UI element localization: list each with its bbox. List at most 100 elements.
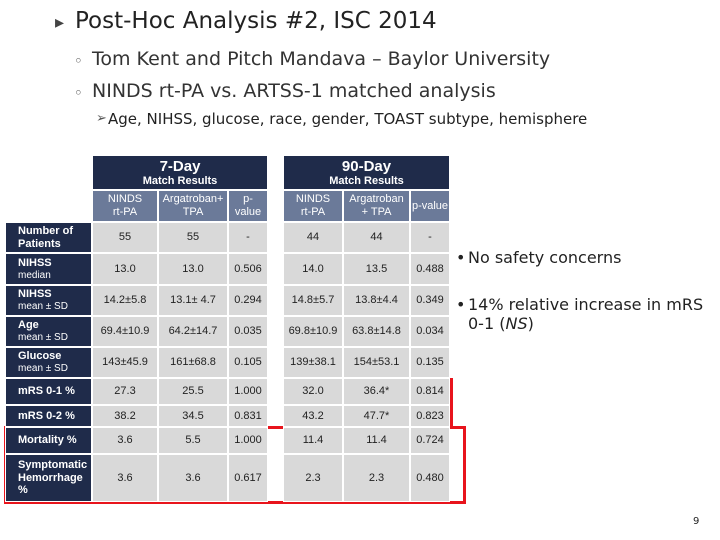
column-header-line: + TPA	[361, 206, 392, 218]
table-cell: 139±38.1	[283, 347, 343, 378]
table-cell: 0.034	[410, 316, 450, 347]
row-label-text: Number of Patients	[18, 224, 73, 250]
row-label: NIHSS mean ± SD	[5, 285, 92, 316]
table-cell: 44	[283, 222, 343, 253]
row-label-text: mRS 0-2 %	[18, 409, 75, 422]
column-header-line: p-value	[411, 199, 449, 212]
bullet-icon: ◦	[74, 84, 83, 102]
row-label: Symptomatic Hemorrhage %	[5, 454, 92, 502]
group-header: 7-Day Match Results	[92, 155, 268, 190]
row-label-text: mRS 0-1 %	[18, 385, 75, 398]
group-subtitle: Match Results	[329, 174, 404, 187]
table-cell: 0.294	[228, 285, 268, 316]
note-text: 14% relative increase in mRS 0-1 (	[468, 295, 704, 333]
table-cell: 161±68.8	[158, 347, 228, 378]
table-cell: 13.5	[343, 253, 410, 285]
row-label: mRS 0-2 %	[5, 405, 92, 427]
table-cell: 5.5	[158, 427, 228, 454]
row-label: mRS 0-1 %	[5, 378, 92, 405]
column-header: NINDS rt-PA	[92, 190, 158, 222]
table-cell: 64.2±14.7	[158, 316, 228, 347]
table-cell: 43.2	[283, 405, 343, 427]
table-cell: 55	[92, 222, 158, 253]
table-cell: 14.0	[283, 253, 343, 285]
column-header: p-value	[228, 190, 268, 222]
bullet-icon: •	[456, 248, 466, 267]
column-header-line: rt-PA	[112, 206, 138, 218]
table-cell: 0.831	[228, 405, 268, 427]
row-sublabel: mean ± SD	[18, 363, 68, 375]
table-cell: 34.5	[158, 405, 228, 427]
group-title: 7-Day	[159, 157, 201, 175]
table-cell: 2.3	[343, 454, 410, 502]
table-cell: 11.4	[283, 427, 343, 454]
table-cell: -	[410, 222, 450, 253]
table-cell: 0.135	[410, 347, 450, 378]
column-header-line: value	[234, 206, 262, 218]
column-header-line: Argatroban	[349, 193, 404, 206]
table-cell: 36.4*	[343, 378, 410, 405]
table-cell: 1.000	[228, 427, 268, 454]
row-label: Glucose mean ± SD	[5, 347, 92, 378]
table-cell: 13.0	[92, 253, 158, 285]
column-header: NINDS rt-PA	[283, 190, 343, 222]
column-header: Argatroban+ TPA	[158, 190, 228, 222]
table-cell: 143±45.9	[92, 347, 158, 378]
table-cell: 0.617	[228, 454, 268, 502]
table-cell: 0.506	[228, 253, 268, 285]
group-subtitle: Match Results	[142, 174, 218, 187]
row-sublabel: median	[18, 269, 51, 281]
table-cell: 0.814	[410, 378, 450, 405]
note-text: )	[527, 314, 534, 333]
row-label-text: Glucose	[18, 350, 62, 363]
table-cell: -	[228, 222, 268, 253]
row-label: Number of Patients	[5, 222, 92, 253]
table-cell: 55	[158, 222, 228, 253]
table-cell: 25.5	[158, 378, 228, 405]
table-cell: 13.8±4.4	[343, 285, 410, 316]
table-cell: 2.3	[283, 454, 343, 502]
table-cell: 38.2	[92, 405, 158, 427]
table-cell: 0.488	[410, 253, 450, 285]
table-cell: 14.8±5.7	[283, 285, 343, 316]
column-header-line: p-	[243, 193, 253, 206]
column-header-line: TPA	[182, 206, 204, 218]
table-cell: 0.349	[410, 285, 450, 316]
table-cell: 154±53.1	[343, 347, 410, 378]
table-cell: 13.0	[158, 253, 228, 285]
row-label: Mortality %	[5, 427, 92, 454]
column-header-line: NINDS	[295, 193, 331, 206]
row-label-text: Age	[18, 319, 39, 332]
table-cell: 0.105	[228, 347, 268, 378]
table-cell: 3.6	[92, 427, 158, 454]
bullet: NINDS rt-PA vs. ARTSS-1 matched analysis	[92, 80, 496, 102]
row-label-text: NIHSS	[18, 288, 52, 301]
column-header-line: NINDS	[107, 193, 143, 206]
table-cell: 32.0	[283, 378, 343, 405]
table-cell: 3.6	[92, 454, 158, 502]
table-cell: 69.4±10.9	[92, 316, 158, 347]
row-label: Age mean ± SD	[5, 316, 92, 347]
table-cell: 27.3	[92, 378, 158, 405]
column-header-line: Argatroban+	[162, 193, 224, 206]
group-header: 90-Day Match Results	[283, 155, 450, 190]
table-cell: 11.4	[343, 427, 410, 454]
row-sublabel: mean ± SD	[18, 301, 68, 313]
row-sublabel: mean ± SD	[18, 332, 68, 344]
note-bullet: • 14% relative increase in mRS 0-1 (NS)	[456, 295, 708, 333]
table-cell: 1.000	[228, 378, 268, 405]
row-label-text: Symptomatic Hemorrhage %	[18, 459, 88, 497]
page-number: 9	[693, 516, 700, 527]
slide-title: Post-Hoc Analysis #2, ISC 2014	[75, 8, 437, 34]
table-cell: 3.6	[158, 454, 228, 502]
bullet: Tom Kent and Pitch Mandava – Baylor Univ…	[92, 48, 551, 70]
table-cell: 0.823	[410, 405, 450, 427]
table-cell: 0.480	[410, 454, 450, 502]
table-cell: 47.7*	[343, 405, 410, 427]
table-cell: 13.1± 4.7	[158, 285, 228, 316]
note-text: No safety concerns	[468, 248, 622, 267]
table-cell: 0.724	[410, 427, 450, 454]
bullet-icon: ◦	[74, 52, 83, 70]
column-header: p-value	[410, 190, 450, 222]
